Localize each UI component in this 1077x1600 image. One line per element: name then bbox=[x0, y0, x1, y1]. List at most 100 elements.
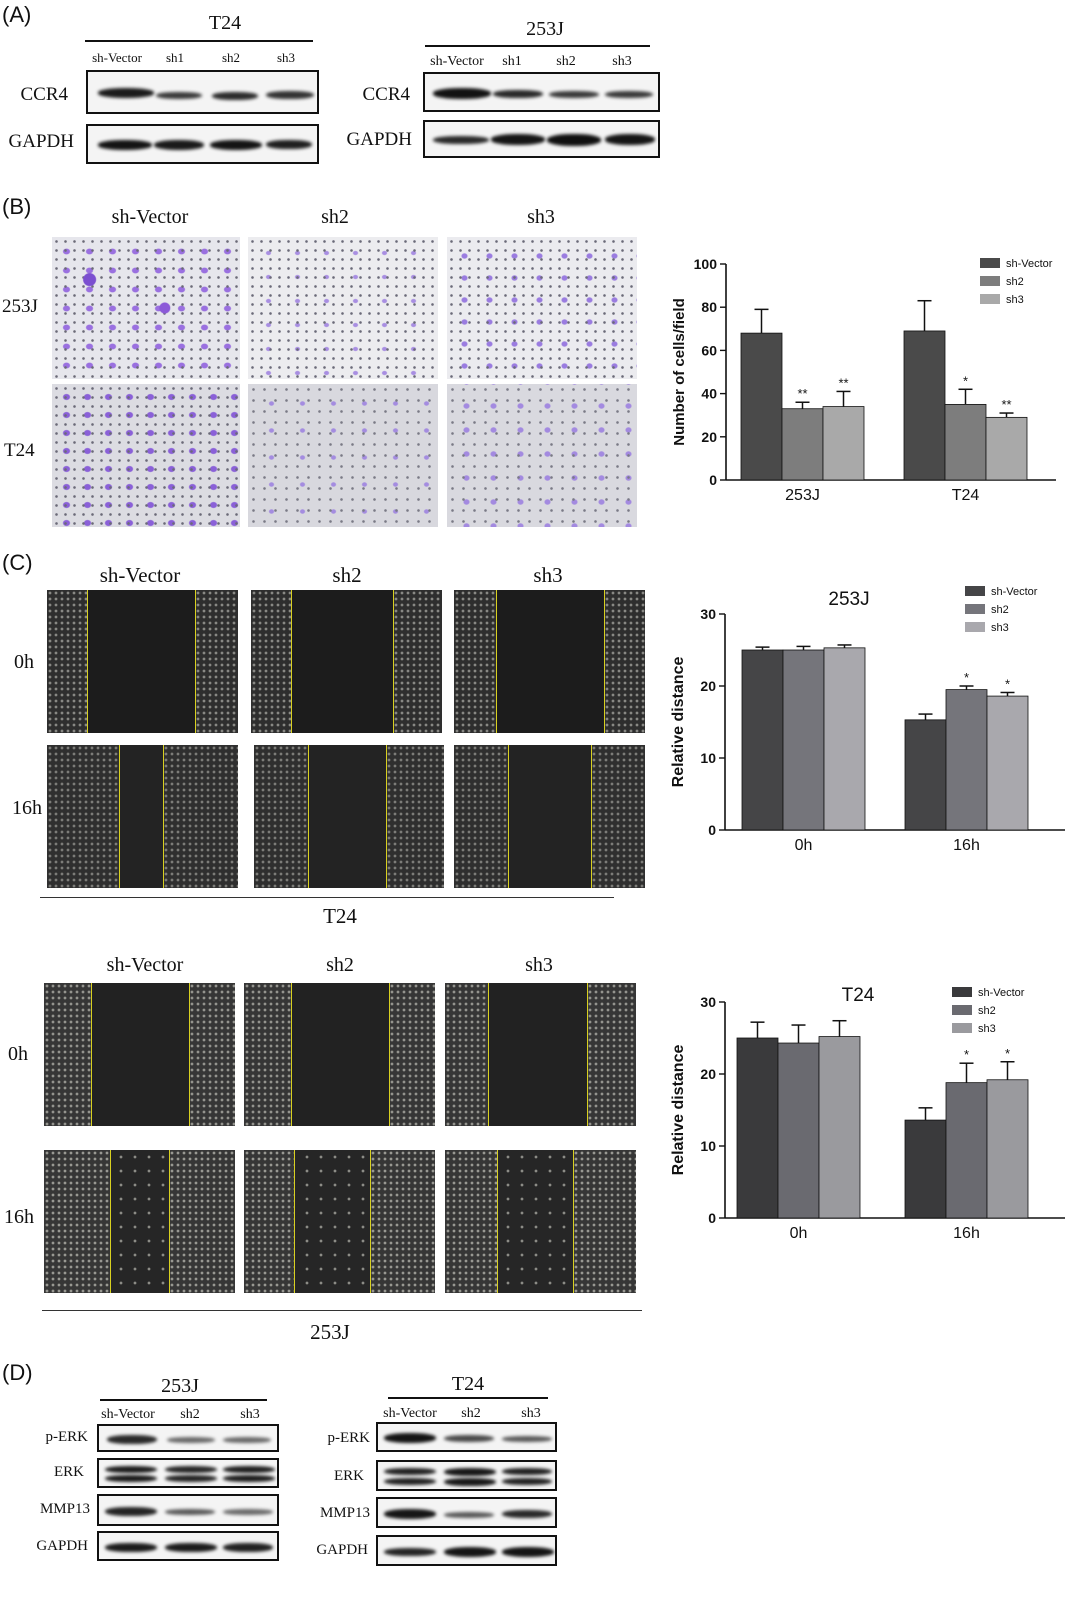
legend-swatch bbox=[965, 586, 985, 596]
blot-row-label: GAPDH bbox=[346, 129, 412, 150]
wound-image-t24-16h-sh2 bbox=[254, 745, 444, 888]
significance-label: * bbox=[1005, 1046, 1010, 1061]
lane-label: sh2 bbox=[461, 1406, 481, 1421]
lane-label: sh1 bbox=[165, 50, 185, 65]
lane-label: sh3 bbox=[612, 54, 632, 69]
significance-label: ** bbox=[797, 386, 807, 401]
legend-label: sh-Vector bbox=[978, 987, 1025, 999]
y-tick-label: 80 bbox=[701, 299, 717, 315]
y-tick-label: 10 bbox=[700, 1138, 716, 1154]
image-col-label: sh2 bbox=[326, 954, 354, 976]
bar bbox=[818, 1036, 861, 1219]
blot-d-right-gapdh bbox=[376, 1535, 557, 1566]
bar bbox=[740, 332, 783, 481]
lane-label: sh2 bbox=[221, 50, 241, 65]
image-col-label: sh3 bbox=[533, 563, 563, 587]
significance-label: * bbox=[1005, 676, 1010, 691]
image-row-label: 0h bbox=[8, 1043, 28, 1065]
transwell-image-t24-sh3 bbox=[447, 384, 637, 527]
transwell-image-253j-sh-vector bbox=[52, 237, 240, 379]
blot-row-label: ERK bbox=[334, 1468, 364, 1484]
legend-label: sh2 bbox=[1006, 276, 1024, 288]
blot-row-label: GAPDH bbox=[36, 1538, 88, 1554]
image-row-label: 16h bbox=[4, 1206, 34, 1228]
blot-a-right-title-rule bbox=[425, 45, 650, 47]
blot-row-label: MMP13 bbox=[39, 1501, 90, 1517]
blot-d-left-mmp13 bbox=[97, 1494, 279, 1526]
bar bbox=[945, 689, 988, 831]
wound-image-253j-0h-sh-vector bbox=[44, 983, 235, 1126]
lane-label: sh2 bbox=[180, 1407, 200, 1422]
lane-label: sh-Vector bbox=[383, 1406, 437, 1421]
legend-label: sh3 bbox=[1006, 294, 1024, 306]
image-col-label: sh2 bbox=[332, 563, 362, 587]
blot-d-left-title: 253J bbox=[161, 1375, 199, 1397]
y-tick-label: 0 bbox=[708, 1210, 716, 1226]
image-row-label: 16h bbox=[12, 797, 42, 819]
chart-wound-t24: 0 10 20 30 Relative distance T24 0h * * 16h sh-Vec… bbox=[670, 985, 1065, 1242]
bar bbox=[945, 1082, 988, 1219]
legend-swatch bbox=[980, 258, 1000, 268]
lane-label: sh3 bbox=[240, 1407, 260, 1422]
legend-swatch bbox=[952, 1005, 972, 1015]
legend-swatch bbox=[965, 604, 985, 614]
y-tick-label: 20 bbox=[700, 678, 716, 694]
blot-row-label: CCR4 bbox=[362, 84, 410, 105]
blot-row-label: GAPDH bbox=[8, 131, 74, 152]
bar bbox=[741, 649, 784, 831]
blot-row-label: ERK bbox=[54, 1464, 84, 1480]
blot-d-left-erk bbox=[97, 1458, 279, 1488]
transwell-image-t24-sh-vector bbox=[52, 384, 240, 527]
legend-swatch bbox=[952, 1023, 972, 1033]
y-tick-label: 30 bbox=[700, 606, 716, 622]
chart-title: T24 bbox=[842, 985, 875, 1006]
y-tick-label: 10 bbox=[700, 750, 716, 766]
wound-image-253j-16h-sh-vector bbox=[44, 1150, 235, 1293]
chart-wound-253j: 0 10 20 30 Relative distance 253J 0h * * 16h sh-Ve… bbox=[670, 586, 1065, 854]
image-col-label: sh-Vector bbox=[111, 206, 189, 228]
caption-rule bbox=[42, 1310, 642, 1311]
blot-a-right-title: 253J bbox=[526, 18, 564, 40]
bar bbox=[782, 649, 825, 831]
significance-label: ** bbox=[838, 375, 848, 390]
y-tick-label: 20 bbox=[701, 429, 717, 445]
image-row-label: T24 bbox=[4, 440, 35, 461]
y-axis-label: Number of cells/field bbox=[671, 298, 688, 446]
legend-swatch bbox=[952, 987, 972, 997]
bar bbox=[944, 403, 987, 481]
y-tick-label: 30 bbox=[700, 994, 716, 1010]
wound-image-t24-0h-sh3 bbox=[454, 590, 645, 733]
bar bbox=[777, 1042, 820, 1219]
bar bbox=[781, 408, 824, 481]
bar bbox=[903, 330, 946, 481]
chart-invasion: 0 20 40 60 80 100 Number of cells/field ** ** 253… bbox=[671, 256, 1056, 504]
y-tick-label: 40 bbox=[701, 386, 717, 402]
lane-label: sh3 bbox=[521, 1406, 541, 1421]
bar bbox=[904, 1119, 947, 1219]
legend-swatch bbox=[980, 276, 1000, 286]
significance-label: * bbox=[964, 670, 969, 685]
category-label: 16h bbox=[953, 837, 980, 854]
bar bbox=[822, 406, 865, 481]
category-label: 0h bbox=[790, 1225, 808, 1242]
transwell-image-t24-sh2 bbox=[248, 384, 438, 527]
lane-label: sh2 bbox=[556, 54, 576, 69]
lane-label: sh-Vector bbox=[430, 54, 484, 69]
transwell-image-253j-sh2 bbox=[248, 237, 438, 379]
bar bbox=[985, 416, 1028, 481]
y-tick-label: 60 bbox=[701, 342, 717, 358]
blot-d-left-title-rule bbox=[100, 1399, 267, 1401]
image-col-label: sh2 bbox=[321, 206, 349, 228]
blot-a-right-ccr4 bbox=[423, 72, 660, 112]
blot-row-label: p-ERK bbox=[45, 1429, 89, 1445]
bar bbox=[986, 1079, 1029, 1219]
blot-a-right-gapdh bbox=[423, 120, 660, 158]
wound-image-t24-16h-sh-vector bbox=[47, 745, 238, 888]
wound-image-t24-16h-sh3 bbox=[454, 745, 645, 888]
y-tick-label: 0 bbox=[709, 472, 717, 488]
blot-a-left-title-rule bbox=[85, 40, 313, 42]
blot-d-right-mmp13 bbox=[376, 1497, 557, 1528]
image-col-label: sh3 bbox=[527, 206, 555, 228]
caption-rule bbox=[40, 897, 614, 898]
bar bbox=[904, 719, 947, 831]
